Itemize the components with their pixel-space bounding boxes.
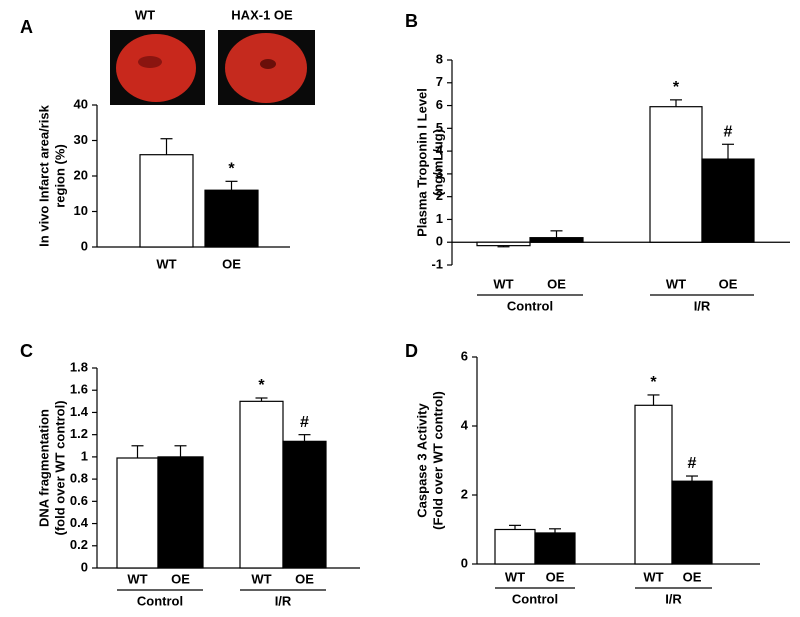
- infarct: [138, 56, 162, 68]
- y-tick-label: 0.8: [70, 471, 88, 486]
- x-tick-label: OE: [222, 256, 241, 271]
- y-axis-label: DNA fragmentation: [36, 409, 51, 527]
- y-tick-label: 30: [74, 132, 88, 147]
- y-tick-label: 0: [436, 234, 443, 249]
- significance-mark: *: [673, 79, 680, 96]
- y-tick-label: -1: [431, 256, 443, 271]
- bar: [139, 154, 194, 248]
- y-axis-label: (Fold over WT control): [430, 391, 445, 530]
- bar: [157, 456, 204, 569]
- y-axis-label: Caspase 3 Activity: [414, 403, 429, 518]
- significance-mark: #: [688, 455, 697, 472]
- x-tick-label: WT: [493, 276, 513, 291]
- x-tick-label: OE: [171, 571, 190, 586]
- y-tick-label: 5: [436, 120, 443, 135]
- y-tick-label: 0: [461, 555, 468, 570]
- y-axis-label: region (%): [52, 144, 67, 208]
- heart-images: [110, 30, 315, 105]
- y-tick-label: 1.2: [70, 426, 88, 441]
- bar: [204, 189, 259, 248]
- significance-mark: #: [724, 123, 733, 140]
- y-tick-label: 4: [436, 143, 444, 158]
- y-tick-label: 6: [461, 348, 468, 363]
- x-tick-label: WT: [666, 276, 686, 291]
- group-label: I/R: [275, 593, 292, 608]
- y-tick-label: 1.4: [70, 404, 89, 419]
- y-tick-label: 0.4: [70, 515, 89, 530]
- image-label: WT: [135, 7, 155, 22]
- x-tick-label: OE: [546, 569, 565, 584]
- y-tick-label: 6: [436, 97, 443, 112]
- bar: [494, 528, 536, 565]
- y-tick-label: 0: [81, 238, 88, 253]
- significance-mark: *: [258, 377, 265, 394]
- image-label: HAX-1 OE: [231, 7, 293, 22]
- y-tick-label: 0: [81, 559, 88, 574]
- infarct: [260, 59, 276, 69]
- x-tick-label: OE: [719, 276, 738, 291]
- y-tick-label: 0.6: [70, 493, 88, 508]
- group-label: Control: [137, 593, 183, 608]
- panel-label: C: [20, 341, 33, 361]
- y-tick-label: 8: [436, 51, 443, 66]
- x-tick-label: OE: [547, 276, 566, 291]
- x-tick-label: WT: [643, 569, 663, 584]
- y-tick-label: 3: [436, 165, 443, 180]
- y-tick-label: 1: [436, 211, 443, 226]
- y-axis-label: In vivo Infarct area/risk: [36, 104, 51, 246]
- bar: [476, 241, 531, 247]
- y-tick-label: 7: [436, 74, 443, 89]
- y-tick-label: 20: [74, 167, 88, 182]
- x-tick-label: WT: [505, 569, 525, 584]
- y-tick-label: 2: [436, 188, 443, 203]
- panel-label: B: [405, 11, 418, 31]
- y-tick-label: 2: [461, 486, 468, 501]
- y-tick-label: 1.6: [70, 382, 88, 397]
- y-tick-label: 1: [81, 448, 88, 463]
- y-axis-label: (fold over WT control): [52, 400, 67, 535]
- bar: [282, 440, 327, 569]
- bar: [534, 532, 576, 565]
- bar: [634, 404, 673, 565]
- bar: [529, 237, 584, 243]
- x-tick-label: OE: [295, 571, 314, 586]
- bar: [649, 106, 703, 243]
- significance-mark: #: [300, 414, 309, 431]
- group-label: Control: [512, 591, 558, 606]
- y-tick-label: 0.2: [70, 537, 88, 552]
- significance-mark: *: [228, 161, 235, 178]
- bar: [671, 480, 713, 565]
- panel-label: D: [405, 341, 418, 361]
- bar: [701, 158, 755, 243]
- bar: [116, 457, 159, 569]
- heart-slice: [116, 34, 196, 102]
- group-label: I/R: [694, 298, 711, 313]
- bar: [239, 400, 284, 569]
- y-tick-label: 10: [74, 203, 88, 218]
- y-axis-label: Plasma Troponin I Level: [414, 88, 429, 237]
- panel-label: A: [20, 17, 33, 37]
- y-tick-label: 4: [461, 417, 469, 432]
- x-tick-label: WT: [251, 571, 271, 586]
- x-tick-label: OE: [683, 569, 702, 584]
- y-tick-label: 1.8: [70, 359, 88, 374]
- y-axis-label: (ng/mL/ug): [430, 129, 445, 196]
- y-tick-label: 40: [74, 96, 88, 111]
- group-label: Control: [507, 298, 553, 313]
- x-tick-label: WT: [127, 571, 147, 586]
- significance-mark: *: [650, 374, 657, 391]
- x-tick-label: WT: [156, 256, 176, 271]
- group-label: I/R: [665, 591, 682, 606]
